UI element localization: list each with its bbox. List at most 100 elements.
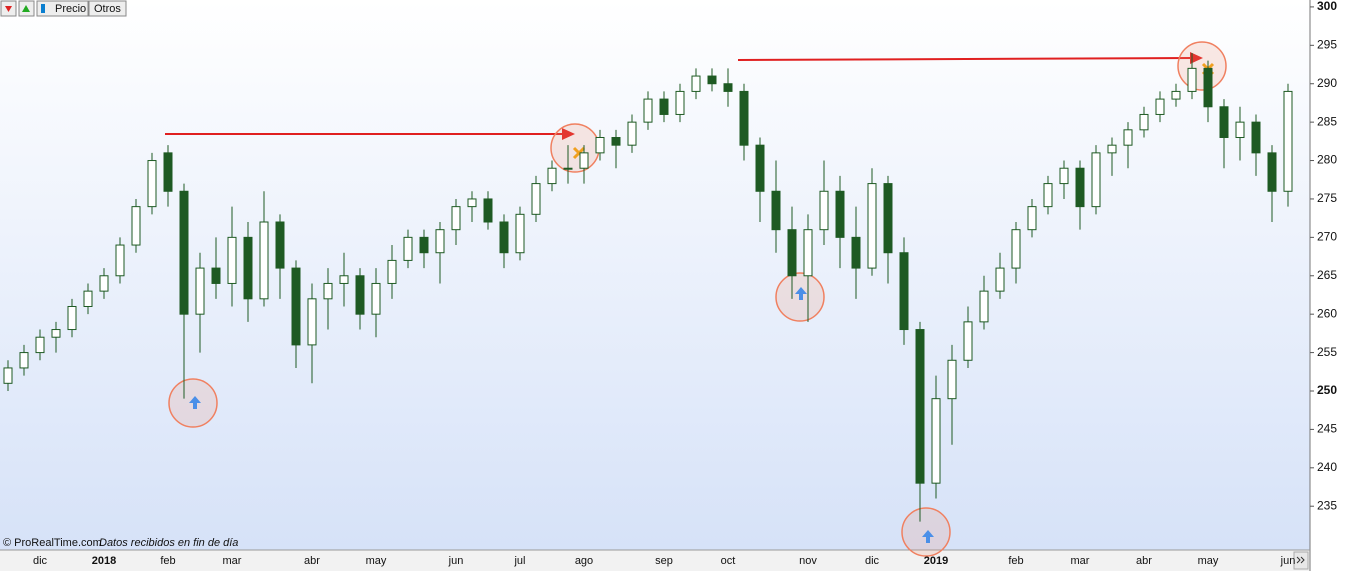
button[interactable]: [88, 0, 127, 17]
candle-body: [1283, 90, 1293, 192]
candle-body: [835, 190, 845, 238]
candle-body: [499, 221, 509, 254]
candle-body: [51, 329, 61, 338]
toolbar: Precio Otros: [0, 0, 127, 17]
candle-body: [899, 252, 909, 331]
candle-body: [323, 282, 333, 300]
icon: [41, 4, 45, 13]
icon: [1296, 556, 1305, 564]
scroll-button[interactable]: [1293, 551, 1309, 570]
candle-body: [1235, 121, 1245, 138]
x-tick-label: jun: [1280, 555, 1296, 567]
x-tick-label: ago: [575, 555, 593, 567]
candle-body: [1187, 67, 1197, 92]
candle-body: [259, 221, 269, 300]
candle-body: [739, 90, 749, 146]
candle-body: [1011, 229, 1021, 269]
x-tick-label: feb: [1008, 555, 1023, 567]
up-arrow: [189, 396, 201, 409]
candle-body: [435, 229, 445, 254]
x-tick-label: sep: [655, 555, 673, 567]
y-tick-label: 265: [1317, 268, 1337, 282]
candle-body: [675, 90, 685, 115]
candle-body: [387, 259, 397, 284]
arrow: [737, 57, 1193, 61]
candle-body: [1155, 98, 1165, 115]
candle-body: [419, 236, 429, 254]
candle-body: [963, 321, 973, 361]
y-tick-label: 250: [1317, 383, 1337, 397]
candle-body: [115, 244, 125, 277]
candle-body: [483, 198, 493, 223]
candle-body: [163, 152, 173, 192]
candle-body: [547, 167, 557, 185]
candle-body: [787, 229, 797, 277]
candle-body: [1267, 152, 1277, 192]
y-tick-label: 255: [1317, 345, 1337, 359]
candle-body: [979, 290, 989, 323]
x-tick-label: abr: [1136, 555, 1152, 567]
candle-body: [179, 190, 189, 315]
x-tick-label: may: [366, 555, 387, 567]
candle-body: [867, 183, 877, 269]
candle-body: [947, 359, 957, 400]
candle-body: [1027, 206, 1037, 231]
x-tick-label: dic: [33, 555, 48, 567]
candle-body: [355, 275, 365, 315]
axis-area: [1310, 0, 1364, 571]
button-label: Precio: [55, 3, 86, 15]
y-tick-label: 275: [1317, 191, 1337, 205]
x-tick-label: nov: [799, 555, 817, 567]
x-tick-label: may: [1198, 555, 1219, 567]
candle-body: [99, 275, 109, 292]
candle-body: [723, 83, 733, 92]
icon: [22, 5, 30, 12]
candle-body: [307, 298, 317, 346]
candle-body: [995, 267, 1005, 292]
candle-body: [707, 75, 717, 85]
candle-body: [147, 160, 157, 208]
candle-body: [1059, 167, 1069, 185]
candle-body: [467, 198, 477, 208]
candle-body: [643, 98, 653, 123]
x-tick-label: abr: [304, 555, 320, 567]
candle-body: [195, 267, 205, 315]
candle-body: [611, 137, 621, 146]
candle-body: [275, 221, 285, 269]
candle-body: [67, 305, 77, 331]
candle-body: [1091, 152, 1101, 208]
candle-body: [1075, 167, 1085, 208]
candle-body: [595, 137, 605, 154]
y-tick-label: 260: [1317, 306, 1337, 320]
button[interactable]: [36, 0, 89, 17]
candle-body: [211, 267, 221, 284]
y-tick-label: 295: [1317, 37, 1337, 51]
y-tick-label: 270: [1317, 230, 1337, 244]
candle-body: [659, 98, 669, 115]
y-tick-label: 245: [1317, 422, 1337, 436]
candle-body: [339, 275, 349, 284]
icon: [5, 6, 12, 12]
candle-body: [243, 236, 253, 300]
candle-body: [1203, 67, 1213, 108]
candle-body: [451, 206, 461, 231]
candle-body: [515, 213, 525, 254]
source: © ProRealTime.com: [3, 537, 102, 549]
candle-body: [403, 236, 413, 261]
y-tick-label: 235: [1317, 498, 1337, 512]
y-tick-label: 290: [1317, 76, 1337, 90]
x-tick-label: jun: [448, 555, 464, 567]
candle-body: [1043, 183, 1053, 208]
up-arrow: [795, 287, 807, 300]
candle-body: [819, 190, 829, 231]
candle-body: [771, 190, 781, 231]
x-tick-label: feb: [160, 555, 175, 567]
candle-body: [1139, 113, 1149, 131]
y-tick-label: 285: [1317, 114, 1337, 128]
x-tick-label: mar: [1071, 555, 1090, 567]
candle-body: [131, 206, 141, 246]
arrow-head: [562, 128, 575, 140]
candle-body: [19, 352, 29, 369]
